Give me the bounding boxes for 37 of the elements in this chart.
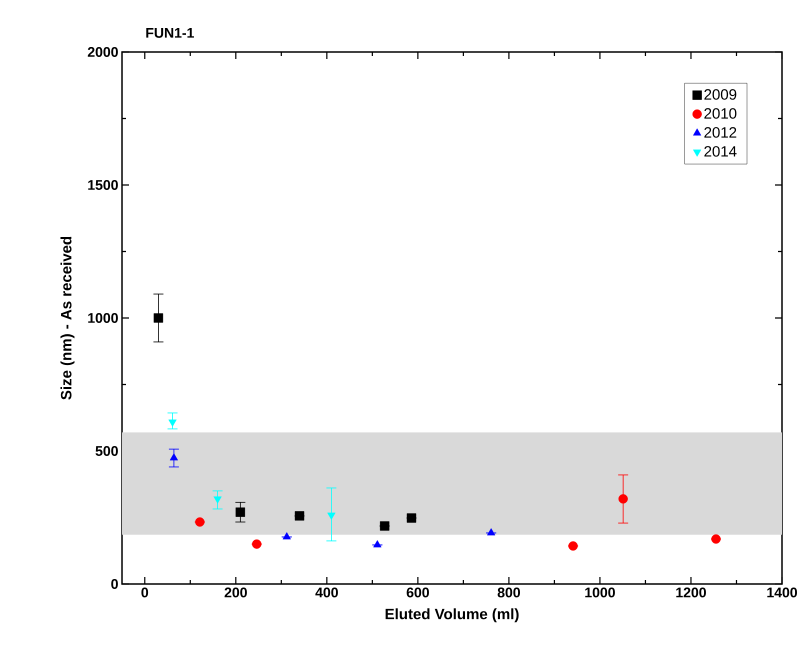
y-tick-label: 500: [96, 446, 118, 456]
legend-label: 2014: [704, 146, 737, 157]
point: [282, 532, 291, 540]
x-tick-label: 400: [315, 588, 338, 598]
point: [236, 507, 246, 517]
point: [154, 313, 164, 323]
point: [294, 511, 304, 521]
x-axis-title: Eluted Volume (ml): [386, 608, 519, 622]
point: [213, 496, 222, 504]
x-tick-label: 600: [406, 588, 429, 598]
point: [327, 512, 336, 520]
point: [711, 534, 721, 544]
y-tick-label: 0: [111, 579, 118, 589]
point: [195, 517, 205, 527]
x-tick-label: 1200: [676, 588, 706, 598]
point: [252, 539, 262, 549]
x-tick-label: 1000: [585, 588, 615, 598]
x-tick-label: 200: [224, 588, 247, 598]
y-axis-title: Size (nm) - As received: [60, 236, 74, 400]
x-tick-label: 0: [141, 588, 148, 598]
legend-label: 2012: [704, 127, 736, 138]
point: [380, 521, 390, 531]
point: [168, 420, 177, 427]
legend-label: 2010: [704, 108, 736, 119]
point: [373, 540, 382, 548]
y-tick-label: 2000: [88, 47, 118, 57]
y-tick-label: 1500: [88, 180, 118, 190]
point: [618, 494, 628, 504]
legend-label: 2009: [704, 89, 736, 100]
chart-title: FUN1-1: [146, 28, 194, 38]
y-tick-label: 1000: [88, 313, 118, 323]
x-tick-label: 800: [498, 588, 520, 598]
point: [487, 528, 496, 536]
x-tick-label: 1400: [767, 588, 797, 598]
point: [568, 541, 578, 551]
point: [170, 453, 178, 460]
point: [406, 513, 416, 523]
